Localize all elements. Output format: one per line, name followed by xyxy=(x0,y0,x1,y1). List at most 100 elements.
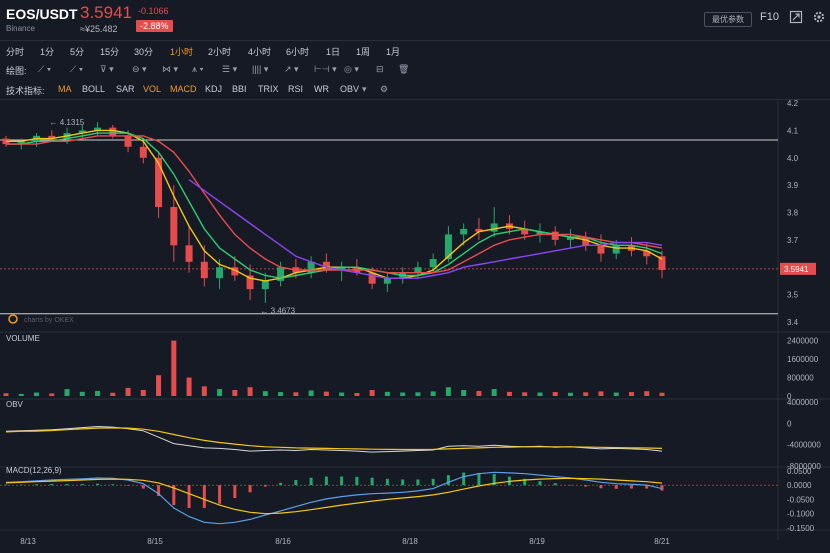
price-cny: ≈¥25.482 xyxy=(80,24,118,34)
shape-tool-icon[interactable]: ⊖ ▾ xyxy=(132,64,147,74)
timeframe-4[interactable]: 30分 xyxy=(134,47,154,57)
gann-tool-icon[interactable]: |||| ▾ xyxy=(252,64,269,74)
settings-gear-icon[interactable] xyxy=(812,10,826,24)
optimal-params-button[interactable]: 最优参数 xyxy=(704,12,752,27)
x-tick-label: 8/15 xyxy=(147,537,163,546)
x-tick-label: 8/16 xyxy=(275,537,291,546)
candle-body xyxy=(368,272,376,284)
timeframe-9[interactable]: 1日 xyxy=(326,47,341,57)
volume-label: VOLUME xyxy=(6,334,40,343)
macd-histogram-bar xyxy=(248,485,252,493)
pair-name[interactable]: EOS/USDT xyxy=(6,6,78,22)
fullscreen-icon[interactable] xyxy=(789,10,803,24)
obv-tick-label: 0 xyxy=(787,419,792,428)
indicator-kdj[interactable]: KDJ xyxy=(205,84,223,94)
macd-dea-line xyxy=(5,477,663,515)
macd-histogram-bar xyxy=(35,484,39,486)
candle-body xyxy=(109,127,117,136)
chart-canvas[interactable]: 4.24.14.03.93.83.73.63.53.43.5941← 4.131… xyxy=(0,100,830,553)
candle-body xyxy=(444,234,452,260)
volume-bar xyxy=(308,390,314,396)
volume-tick-label: 800000 xyxy=(787,374,814,383)
candle-body xyxy=(277,267,285,281)
x-tick-label: 8/18 xyxy=(402,537,418,546)
candle-body xyxy=(597,245,605,254)
macd-histogram-bar xyxy=(294,480,298,486)
ray-tool-icon[interactable]: ⟋ ▾ xyxy=(70,64,84,74)
volume-bar xyxy=(125,387,131,396)
volume-bar xyxy=(628,392,634,396)
candle-body xyxy=(429,259,437,268)
ma-line-0 xyxy=(6,129,663,282)
obv-label: OBV xyxy=(6,400,24,409)
current-price-tag xyxy=(780,262,816,275)
timeframe-11[interactable]: 1月 xyxy=(386,47,401,57)
timeframe-5[interactable]: 1小时 xyxy=(170,47,194,57)
candle-body xyxy=(78,130,86,134)
macd-histogram-bar xyxy=(50,484,54,486)
indicator-macd[interactable]: MACD xyxy=(170,84,197,94)
indicator-rsi[interactable]: RSI xyxy=(288,84,304,94)
volume-tick-label: 0 xyxy=(787,392,792,401)
macd-histogram-bar xyxy=(446,475,450,486)
candle-body xyxy=(521,228,529,235)
timeframe-2[interactable]: 5分 xyxy=(70,47,85,57)
arrow-tool-icon[interactable]: ↗ ▾ xyxy=(284,64,299,74)
measure-tool-icon[interactable]: ⊢⊣ ▾ xyxy=(314,64,337,74)
price-tick-label: 3.4 xyxy=(787,318,799,327)
eye-tool-icon[interactable]: ◎ ▾ xyxy=(344,64,359,74)
indicator-sar[interactable]: SAR xyxy=(116,84,135,94)
indicator-boll[interactable]: BOLL xyxy=(82,84,106,94)
indicator-obv[interactable]: OBV xyxy=(340,84,360,94)
indicator-settings-gear-icon[interactable]: ⚙ xyxy=(380,84,389,94)
macd-tick-label: -0.1500 xyxy=(787,524,815,533)
volume-bar xyxy=(217,389,223,396)
timeframe-7[interactable]: 4小时 xyxy=(248,47,272,57)
volume-bar xyxy=(369,390,375,396)
macd-histogram-bar xyxy=(19,484,23,486)
channel-tool-icon[interactable]: ☰ ▾ xyxy=(222,64,238,74)
trash-icon[interactable]: 🗑 xyxy=(398,64,410,74)
indicator-more-chevron-down-icon[interactable]: ▾ xyxy=(362,84,367,94)
candle-body xyxy=(322,261,330,270)
candle-body xyxy=(261,280,269,290)
fib-tool-icon[interactable]: ⊽ ▾ xyxy=(100,64,114,74)
timeframe-3[interactable]: 15分 xyxy=(100,47,120,57)
indicator-vol[interactable]: VOL xyxy=(143,84,162,94)
obv-tick-label: 4000000 xyxy=(787,398,819,407)
f10-button[interactable]: F10 xyxy=(760,11,779,23)
macd-histogram-bar xyxy=(553,483,557,486)
indicator-wr[interactable]: WR xyxy=(314,84,329,94)
candle-body xyxy=(490,223,498,232)
candle-body xyxy=(338,267,346,270)
indicator-trix[interactable]: TRIX xyxy=(258,84,279,94)
volume-bar xyxy=(400,392,406,396)
wave-tool-icon[interactable]: ⩚ ▾ xyxy=(192,64,204,74)
timeframe-1[interactable]: 1分 xyxy=(40,47,55,57)
timeframe-0[interactable]: 分时 xyxy=(6,47,25,57)
macd-histogram-bar xyxy=(401,479,405,486)
timeframe-10[interactable]: 1周 xyxy=(356,47,371,57)
macd-histogram-bar xyxy=(141,485,145,489)
volume-bar xyxy=(583,392,589,396)
timeframe-6[interactable]: 2小时 xyxy=(208,47,232,57)
macd-histogram-bar xyxy=(65,484,69,486)
candle-body xyxy=(48,135,56,139)
candle-body xyxy=(658,256,666,270)
indicator-ma[interactable]: MA xyxy=(58,84,72,94)
volume-bar xyxy=(461,390,467,396)
macd-histogram-bar xyxy=(492,474,496,486)
candle-body xyxy=(460,228,468,235)
candle-body xyxy=(643,250,651,257)
macd-tick-label: -0.1000 xyxy=(787,510,815,519)
ma-line-1 xyxy=(6,132,663,279)
magnet-tool-icon[interactable]: ⊟ xyxy=(376,64,384,74)
indicator-bbi[interactable]: BBI xyxy=(232,84,247,94)
pattern-tool-icon[interactable]: ⋈ ▾ xyxy=(162,64,179,74)
macd-histogram-bar xyxy=(614,485,618,489)
timeframe-8[interactable]: 6小时 xyxy=(286,47,310,57)
volume-bar xyxy=(537,392,543,396)
exchange-name: Binance xyxy=(6,24,35,33)
line-tool-icon[interactable]: ⟋ ▾ xyxy=(38,64,52,74)
